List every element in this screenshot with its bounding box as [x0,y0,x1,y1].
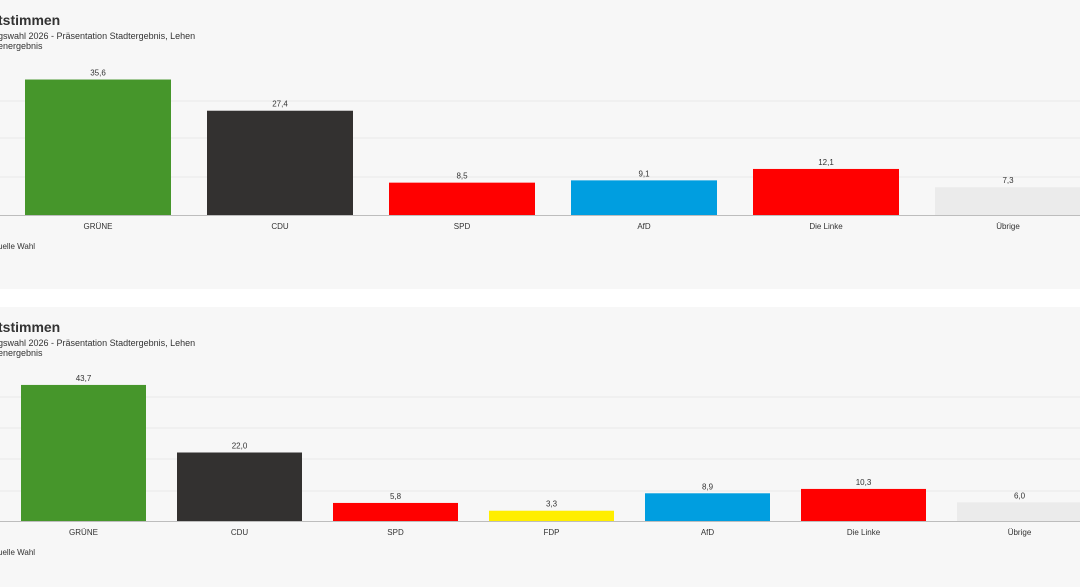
chart-panel-2: tstimmen gswahl 2026 - Präsentation Stad… [0,307,1080,587]
category-label: Übrige [1008,528,1032,537]
category-label: AfD [637,222,651,231]
chart-source: uelle Wahl [0,242,36,251]
data-label: 3,3 [546,500,558,509]
category-label: Die Linke [809,222,843,231]
bar [389,182,535,215]
category-label: Die Linke [847,528,881,537]
chart-subtitle: gswahl 2026 - Präsentation Stadtergebnis… [0,31,195,51]
chart-subtitle-line: gswahl 2026 - Präsentation Stadtergebnis… [0,31,196,41]
data-label: 8,5 [456,172,468,181]
bar [177,452,302,521]
chart-title: tstimmen [0,12,61,28]
chart-title: tstimmen [0,319,61,335]
chart-source: uelle Wahl [0,548,36,557]
category-label: AfD [701,528,715,537]
category-label: FDP [544,528,560,537]
category-label: SPD [454,222,471,231]
bar [801,488,926,521]
category-label: GRÜNE [69,528,98,537]
category-label: SPD [387,528,404,537]
data-label: 5,8 [390,492,402,501]
bar [935,187,1080,215]
bar [333,502,458,521]
bar-chart: 43,7 GRÜNE 22,0 CDU 5,8 SPD 3,3 FDP 8,9 AfD 10,3 Di… [0,374,1080,537]
category-label: CDU [231,528,249,537]
category-label: GRÜNE [84,222,113,231]
chart-subtitle-line: energebnis [0,41,43,51]
chart-panel-1: tstimmen gswahl 2026 - Präsentation Stad… [0,0,1080,289]
bar [21,384,146,521]
data-label: 6,0 [1014,491,1026,500]
data-label: 9,1 [638,169,650,178]
data-label: 10,3 [856,478,872,487]
data-label: 8,9 [702,482,714,491]
data-label: 27,4 [272,100,288,109]
bar-chart: 35,6 GRÜNE 27,4 CDU 8,5 SPD 9,1 AfD 12,1 Die Link… [0,69,1080,231]
chart-subtitle-line: energebnis [0,348,43,358]
category-label: CDU [271,222,289,231]
bar [957,502,1080,521]
bar [489,510,614,521]
data-label: 22,0 [232,442,248,451]
data-label: 7,3 [1002,176,1014,185]
bar [753,168,899,215]
data-label: 35,6 [90,69,106,78]
bar [207,110,353,215]
category-label: Übrige [996,222,1020,231]
data-label: 12,1 [818,158,834,167]
chart-subtitle-line: gswahl 2026 - Präsentation Stadtergebnis… [0,338,196,348]
bar [645,493,770,521]
bar [571,180,717,215]
data-label: 43,7 [76,374,92,383]
bar [25,79,171,216]
chart-subtitle: gswahl 2026 - Präsentation Stadtergebnis… [0,338,195,358]
